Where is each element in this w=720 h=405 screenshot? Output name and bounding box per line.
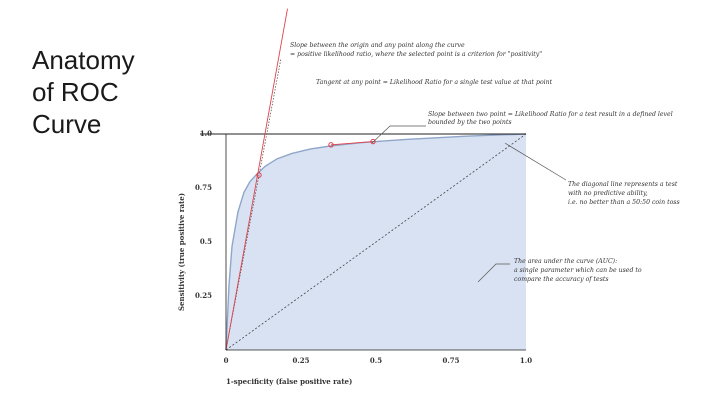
x-tick-label: 1.0 bbox=[520, 356, 532, 365]
y-tick-label: 0.75 bbox=[195, 183, 212, 192]
annotation-two-points-leader bbox=[371, 125, 426, 144]
x-tick-label: 0.5 bbox=[370, 356, 382, 365]
x-tick-label: 0.25 bbox=[292, 356, 309, 365]
annotation-diagonal-line-2: with no predictive ability, bbox=[568, 190, 648, 197]
highlighted-point-1 bbox=[256, 172, 262, 178]
y-axis-label: Sensitivity (true positive rate) bbox=[177, 193, 186, 311]
annotation-tangent-line-1: Tangent at any point = Likelihood Ratio … bbox=[316, 79, 553, 86]
annotation-diagonal-line-3: i.e. no better than a 50:50 coin toss bbox=[568, 199, 680, 206]
annotation-two-points-line-1: Slope between two point = Likelihood Rat… bbox=[428, 111, 673, 118]
annotation-two-points-line-2: bounded by the two points bbox=[428, 119, 512, 126]
slide-title: Anatomy of ROC Curve bbox=[32, 44, 172, 140]
x-tick-label: 0 bbox=[224, 356, 229, 365]
y-tick-label: 0.25 bbox=[195, 291, 212, 300]
x-tick-label: 0.75 bbox=[442, 356, 459, 365]
slide-title-line-1: Anatomy bbox=[32, 45, 135, 75]
roc-curve-line bbox=[225, 133, 527, 351]
tangent-line bbox=[225, 8, 288, 351]
annotation-auc-line-1: The area under the curve (AUC): bbox=[514, 258, 617, 265]
annotation-auc-leader bbox=[477, 263, 510, 283]
annotation-slope-origin-line-1: Slope between the origin and any point a… bbox=[290, 42, 465, 49]
annotation-auc-line-3: compare the accuracy of tests bbox=[514, 276, 609, 283]
y-tick-label: 0.5 bbox=[200, 237, 212, 246]
diagonal-chance-line bbox=[225, 133, 527, 351]
two-point-segment bbox=[330, 141, 374, 146]
annotation-auc-line-2: a single parameter which can be used to bbox=[514, 267, 642, 274]
x-axis-label: 1-specificity (false positive rate) bbox=[226, 377, 352, 386]
annotation-slope-origin-line-2: = positive likelihood ratio, where the s… bbox=[290, 51, 542, 58]
slide-title-line-3: Curve bbox=[32, 109, 102, 139]
y-tick-label: 1.0 bbox=[200, 129, 212, 138]
annotation-diagonal-line-1: The diagonal line represents a test bbox=[568, 181, 678, 188]
slide-title-line-2: of ROC bbox=[32, 77, 119, 107]
annotation-diagonal-leader bbox=[504, 142, 567, 181]
